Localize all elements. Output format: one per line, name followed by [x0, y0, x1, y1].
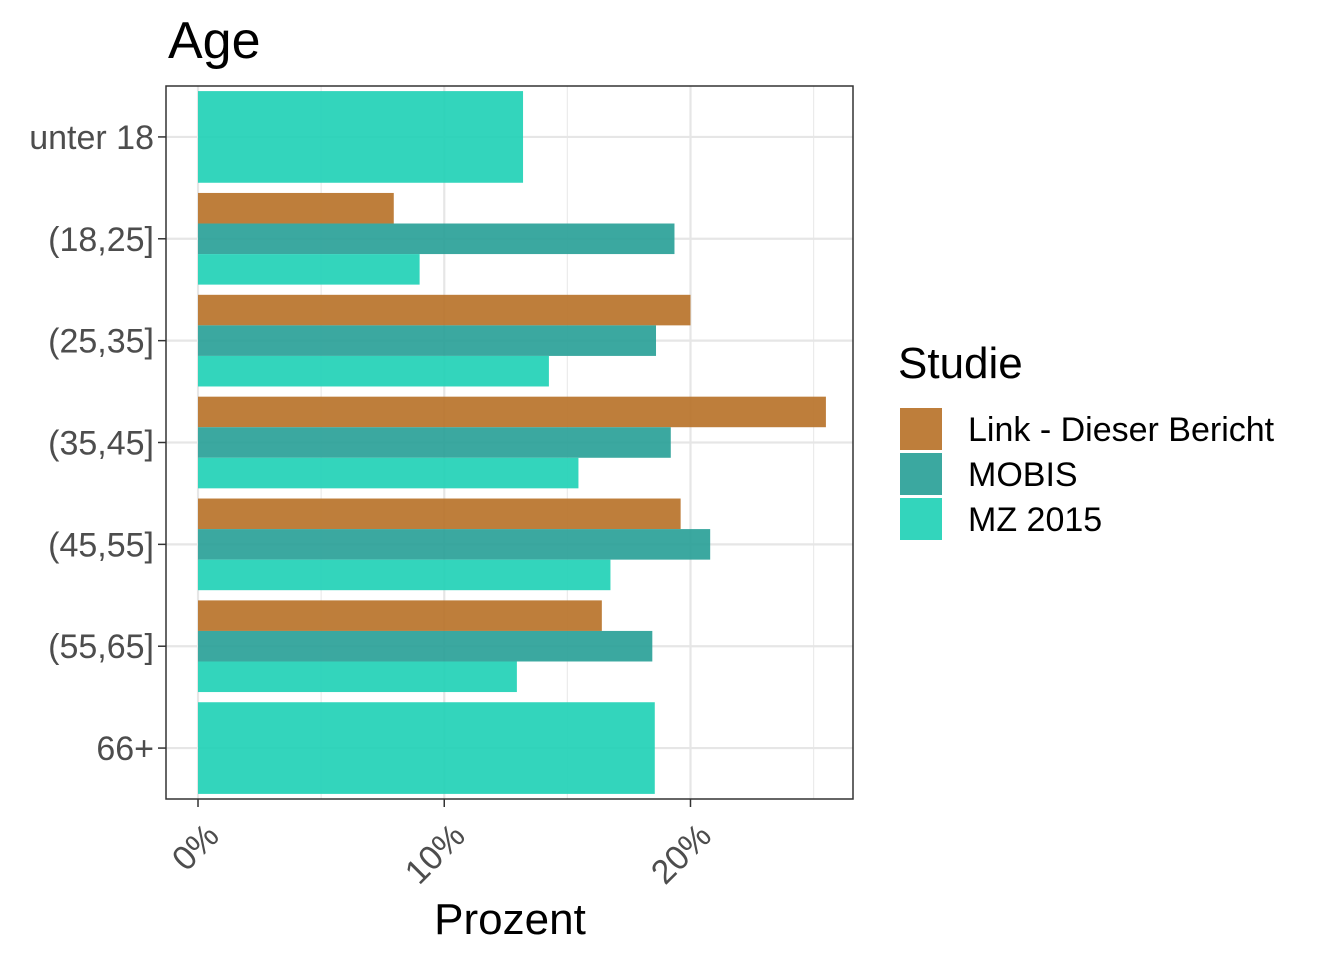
- bar: [198, 498, 681, 530]
- y-tick-label: (55,65]: [48, 628, 154, 666]
- bar: [198, 427, 671, 458]
- bar: [198, 254, 420, 285]
- x-tick-label: 10%: [398, 817, 473, 892]
- bar: [198, 457, 579, 489]
- y-tick-label: unter 18: [29, 119, 154, 157]
- legend-title: Studie: [898, 339, 1023, 388]
- x-axis-label: Prozent: [434, 895, 586, 944]
- x-tick-label: 0%: [165, 817, 227, 879]
- bar: [198, 396, 826, 428]
- bar: [198, 661, 517, 693]
- bar: [198, 559, 611, 591]
- y-tick-label: 66+: [96, 730, 154, 768]
- bar: [198, 192, 394, 224]
- bars: [198, 91, 826, 794]
- legend-label: MZ 2015: [968, 501, 1102, 539]
- x-axis: 0% 10% 20%: [165, 799, 719, 892]
- y-tick-label: (18,25]: [48, 221, 154, 259]
- legend-key: [900, 408, 942, 450]
- legend-key: [900, 498, 942, 540]
- bar: [198, 702, 655, 794]
- bar: [198, 294, 691, 326]
- bar: [198, 355, 549, 387]
- bar: [198, 529, 711, 560]
- bar: [198, 325, 657, 356]
- bar: [198, 223, 675, 255]
- legend-label: Link - Dieser Bericht: [968, 411, 1275, 449]
- legend: Studie Link - Dieser Bericht MOBIS MZ 2015: [898, 339, 1275, 540]
- y-tick-label: (45,55]: [48, 526, 154, 564]
- bar: [198, 630, 653, 662]
- legend-label: MOBIS: [968, 456, 1078, 494]
- y-axis: unter 18 (18,25] (25,35] (35,45] (45,55] (55,…: [29, 119, 166, 768]
- bar: [198, 600, 602, 631]
- legend-key: [900, 453, 942, 495]
- y-tick-label: (35,45]: [48, 425, 154, 463]
- x-tick-label: 20%: [644, 817, 719, 892]
- y-tick-label: (25,35]: [48, 323, 154, 361]
- chart-title: Age: [168, 12, 261, 70]
- bar: [198, 91, 524, 183]
